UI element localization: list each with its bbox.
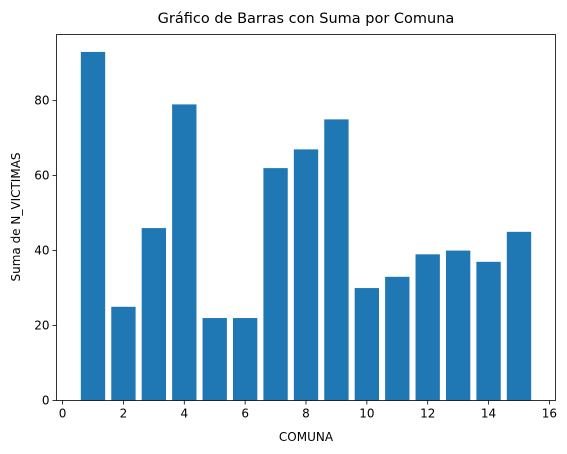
plot-frame xyxy=(56,34,556,401)
bar-comuna-15 xyxy=(506,231,532,401)
bar-comuna-2 xyxy=(111,306,136,401)
bar-comuna-11 xyxy=(385,276,410,401)
bars-group xyxy=(80,51,532,401)
y-tick-label-20: 20 xyxy=(34,319,49,333)
ticks-group: 0 2 4 6 8 10 12 14 16 0 20 40 60 80 xyxy=(34,94,557,421)
bar-comuna-9 xyxy=(324,119,349,401)
x-tick-label-2: 2 xyxy=(120,407,128,421)
y-tick-label-60: 60 xyxy=(34,169,49,183)
y-tick-label-80: 80 xyxy=(34,94,49,108)
y-axis-label: Suma de N_VICTIMAS xyxy=(9,152,23,281)
bar-comuna-3 xyxy=(141,228,167,401)
x-tick-label-10: 10 xyxy=(359,407,374,421)
x-axis-label: COMUNA xyxy=(279,430,334,444)
bar-comuna-6 xyxy=(232,318,258,401)
bar-comuna-13 xyxy=(445,250,471,401)
x-tick-label-4: 4 xyxy=(180,407,188,421)
x-tick-label-0: 0 xyxy=(59,407,67,421)
bar-comuna-5 xyxy=(202,318,227,401)
bar-comuna-12 xyxy=(415,254,440,401)
chart-title: Gráfico de Barras con Suma por Comuna xyxy=(158,11,455,27)
x-tick-label-8: 8 xyxy=(302,407,310,421)
x-tick-label-16: 16 xyxy=(542,407,557,421)
x-tick-label-12: 12 xyxy=(420,407,435,421)
bar-comuna-4 xyxy=(172,104,197,401)
y-tick-label-0: 0 xyxy=(42,394,50,408)
bar-comuna-1 xyxy=(80,51,106,401)
bar-comuna-10 xyxy=(354,288,380,401)
bar-comuna-14 xyxy=(476,261,501,401)
y-tick-label-40: 40 xyxy=(34,244,49,258)
bar-comuna-8 xyxy=(293,149,319,401)
x-tick-label-6: 6 xyxy=(241,407,249,421)
bar-comuna-7 xyxy=(263,168,288,401)
x-tick-label-14: 14 xyxy=(481,407,496,421)
